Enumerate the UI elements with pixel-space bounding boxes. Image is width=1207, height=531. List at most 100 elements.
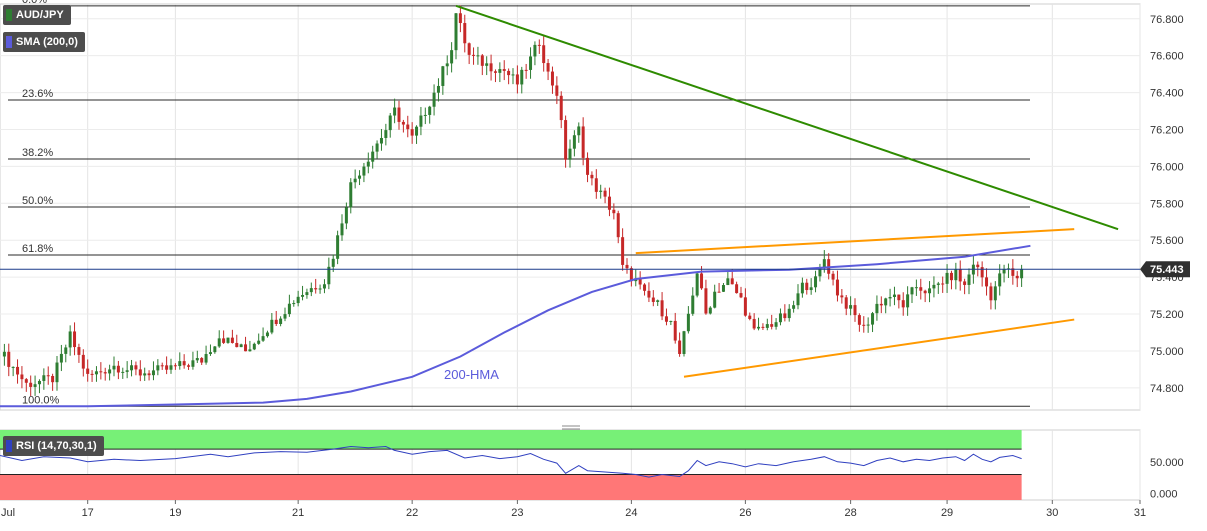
candle-up — [379, 137, 383, 144]
symbol-badge[interactable]: AUD/JPY — [3, 5, 71, 25]
candle-up — [318, 288, 322, 290]
candle-down — [673, 320, 677, 341]
candle-down — [24, 379, 28, 383]
candle-up — [476, 55, 480, 57]
candle-down — [594, 178, 598, 192]
candle-up — [2, 351, 6, 357]
candle-up — [384, 130, 388, 138]
rsi-badge[interactable]: RSI (14,70,30,1) — [3, 436, 104, 456]
candle-down — [963, 281, 967, 285]
candle-up — [866, 324, 870, 326]
price-tick-label: 75.000 — [1150, 346, 1184, 358]
candle-up — [191, 360, 195, 367]
candle-up — [68, 331, 72, 348]
candle-down — [160, 365, 164, 367]
x-tick-label: 29 — [941, 507, 953, 519]
candle-up — [432, 92, 436, 107]
candle-down — [472, 54, 476, 56]
price-tick-label: 76.200 — [1150, 124, 1184, 136]
candle-down — [410, 129, 414, 136]
price-tick-label: 74.800 — [1150, 383, 1184, 395]
candle-down — [621, 237, 625, 265]
x-tick-label: 24 — [625, 507, 637, 519]
candle-up — [94, 371, 98, 375]
candle-down — [625, 264, 629, 269]
candle-up — [511, 74, 515, 76]
fib-level-label: 0.0% — [22, 0, 47, 6]
candle-up — [713, 291, 717, 308]
candle-down — [629, 268, 633, 282]
candle-up — [572, 135, 576, 149]
candle-up — [178, 361, 182, 367]
x-tick-label: 28 — [844, 507, 856, 519]
candle-up — [322, 284, 326, 289]
candle-up — [708, 307, 712, 314]
candle-down — [16, 366, 20, 375]
candle-down — [581, 126, 585, 158]
candle-down — [919, 287, 923, 291]
candle-up — [849, 305, 853, 309]
candle-up — [248, 349, 252, 352]
candle-up — [928, 288, 932, 294]
rsi-tick-label: 50.000 — [1150, 457, 1184, 469]
candle-down — [20, 374, 24, 380]
candle-up — [884, 298, 888, 306]
candle-up — [691, 295, 695, 314]
candle-down — [29, 382, 33, 387]
candle-up — [721, 285, 725, 292]
candle-down — [90, 373, 94, 375]
candle-up — [485, 63, 489, 66]
candle-up — [1020, 269, 1024, 279]
candle-up — [757, 326, 761, 329]
candle-up — [279, 318, 283, 325]
candle-up — [156, 365, 160, 371]
candle-down — [463, 23, 467, 44]
candle-up — [445, 63, 449, 67]
candle-down — [507, 70, 511, 76]
candle-up — [533, 44, 537, 57]
candle-down — [1015, 275, 1019, 279]
candle-down — [949, 272, 953, 281]
hma-line — [0, 244, 1031, 408]
candle-down — [730, 278, 734, 285]
candle-up — [954, 269, 958, 281]
price-tick-label: 75.800 — [1150, 198, 1184, 210]
candle-up — [292, 303, 296, 305]
candle-down — [173, 365, 177, 367]
candle-up — [213, 346, 217, 353]
candle-down — [502, 69, 506, 71]
candle-up — [33, 384, 37, 387]
candle-up — [450, 50, 454, 64]
candle-up — [270, 319, 274, 333]
candle-up — [195, 358, 199, 361]
candle-up — [914, 287, 918, 289]
sma-badge[interactable]: SMA (200,0) — [3, 32, 85, 52]
candle-down — [559, 95, 563, 121]
candle-down — [200, 358, 204, 363]
sma-swatch — [6, 36, 12, 48]
candle-down — [77, 347, 81, 355]
candle-up — [1002, 269, 1006, 274]
x-tick-label: 17 — [82, 507, 94, 519]
hma-label: 200-HMA — [444, 367, 499, 382]
candle-up — [301, 295, 305, 297]
price-tick-label: 76.000 — [1150, 161, 1184, 173]
candle-down — [835, 279, 839, 296]
candle-up — [423, 114, 427, 116]
candle-up — [371, 151, 375, 162]
candle-down — [86, 368, 90, 374]
candle-up — [774, 322, 778, 327]
candle-up — [967, 274, 971, 285]
candle-up — [252, 343, 256, 350]
candle-down — [467, 43, 471, 55]
candle-up — [42, 375, 46, 381]
candle-up — [792, 305, 796, 309]
candle-up — [993, 286, 997, 301]
candle-up — [498, 69, 502, 73]
candle-up — [945, 272, 949, 284]
candle-down — [222, 338, 226, 343]
candle-down — [51, 375, 55, 383]
candle-up — [353, 178, 357, 183]
candle-up — [998, 273, 1002, 287]
